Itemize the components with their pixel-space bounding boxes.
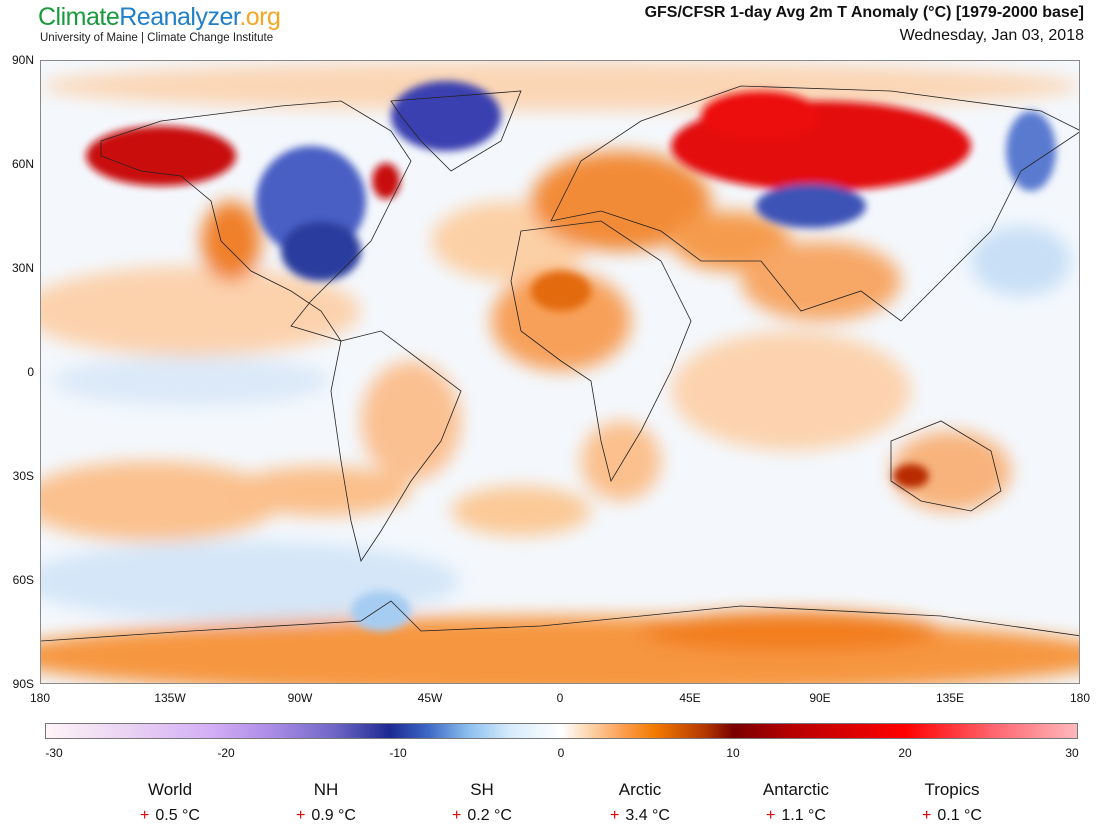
lat-label-0: 0 bbox=[27, 365, 34, 379]
hudson-hot bbox=[372, 163, 400, 199]
alaska-hot bbox=[86, 126, 236, 186]
stat-antarctic: Antarctic +1.1 °C bbox=[736, 780, 856, 825]
colorbar-tick: 0 bbox=[557, 746, 565, 760]
stat-value: +1.1 °C bbox=[736, 807, 856, 825]
colorbar-tick: -30 bbox=[45, 746, 63, 760]
colorbar-tick: 10 bbox=[726, 746, 740, 760]
central-asia-cold bbox=[756, 184, 866, 228]
stat-label: Antarctic bbox=[762, 780, 830, 799]
lon-label-135e: 135E bbox=[935, 691, 965, 705]
stat-value-text: 0.5 °C bbox=[155, 807, 200, 824]
stat-value-text: 3.4 °C bbox=[625, 807, 670, 824]
map-date: Wednesday, Jan 03, 2018 bbox=[899, 27, 1084, 44]
anomaly-field bbox=[41, 61, 1079, 683]
plus-sign: + bbox=[922, 807, 932, 824]
stat-label: Arctic bbox=[618, 780, 662, 799]
south-america-outline bbox=[330, 330, 462, 562]
lon-label-180w: 180 bbox=[29, 691, 51, 705]
stat-tropics: Tropics +0.1 °C bbox=[892, 780, 1012, 825]
lon-label-45e: 45E bbox=[679, 691, 701, 705]
south-pacific-warm-2 bbox=[231, 466, 411, 516]
china-warm bbox=[741, 241, 901, 321]
logo-subtitle: University of Maine | Climate Change Ins… bbox=[40, 32, 274, 44]
siberia-core bbox=[701, 91, 821, 141]
map-title: GFS/CFSR 1-day Avg 2m T Anomaly (°C) [19… bbox=[644, 4, 1084, 21]
equatorial-pacific-cool bbox=[51, 356, 331, 406]
stat-value: +0.5 °C bbox=[110, 807, 230, 825]
australia-hot bbox=[893, 464, 929, 488]
lon-label-135w: 135W bbox=[154, 691, 186, 705]
colorbar-tick: 20 bbox=[898, 746, 912, 760]
colorbar-tick: -10 bbox=[389, 746, 407, 760]
plus-sign: + bbox=[140, 807, 150, 824]
southern-africa-warm bbox=[581, 421, 661, 501]
east-siberia-cold bbox=[1006, 111, 1056, 191]
lon-label-45w: 45W bbox=[417, 691, 443, 705]
plus-sign: + bbox=[296, 807, 306, 824]
south-atlantic-cool bbox=[351, 591, 411, 631]
africa-warm bbox=[491, 271, 631, 371]
indian-ocean-warm bbox=[671, 331, 911, 451]
stat-value: +3.4 °C bbox=[580, 807, 700, 825]
stat-value: +0.1 °C bbox=[892, 807, 1012, 825]
colorbar-tick: 30 bbox=[1065, 746, 1079, 760]
stat-arctic: Arctic +3.4 °C bbox=[580, 780, 700, 825]
tropical-pacific-warm-band bbox=[41, 266, 361, 356]
logo-part-climate: Climate bbox=[38, 3, 120, 31]
stat-value: +0.2 °C bbox=[422, 807, 542, 825]
stat-value-text: 0.2 °C bbox=[467, 807, 512, 824]
temperature-anomaly-map bbox=[40, 60, 1080, 684]
eastern-us-cold bbox=[281, 221, 361, 281]
stat-value: +0.9 °C bbox=[266, 807, 386, 825]
australia-outline bbox=[890, 420, 1002, 512]
lat-label-60n: 60N bbox=[11, 157, 34, 171]
stat-label: World bbox=[147, 780, 193, 799]
coastlines bbox=[41, 85, 1079, 642]
lat-label-90s: 90S bbox=[12, 677, 34, 691]
lon-label-0: 0 bbox=[556, 691, 564, 705]
africa-outline bbox=[510, 220, 692, 483]
east-pacific-cool bbox=[971, 226, 1071, 296]
stat-nh: NH +0.9 °C bbox=[266, 780, 386, 825]
plus-sign: + bbox=[452, 807, 462, 824]
western-us-warm bbox=[201, 201, 261, 281]
arctic-warm bbox=[41, 61, 1079, 111]
stat-value-text: 1.1 °C bbox=[781, 807, 826, 824]
stat-value-text: 0.9 °C bbox=[311, 807, 356, 824]
stat-world: World +0.5 °C bbox=[110, 780, 230, 825]
lon-label-90e: 90E bbox=[809, 691, 831, 705]
australia-warm bbox=[891, 431, 1011, 511]
stat-label: NH bbox=[313, 780, 339, 799]
north-america-outline bbox=[100, 100, 412, 342]
eurasia-outline bbox=[550, 85, 1079, 322]
south-pacific-warm bbox=[41, 461, 281, 541]
europe-warm bbox=[531, 151, 711, 251]
plus-sign: + bbox=[610, 807, 620, 824]
color-scale-bar bbox=[45, 723, 1078, 739]
south-america-warm bbox=[361, 361, 461, 481]
antarctica-hot bbox=[641, 611, 941, 651]
greenland-outline bbox=[390, 90, 522, 172]
stat-value-text: 0.1 °C bbox=[937, 807, 982, 824]
logo-part-org: .org bbox=[239, 3, 281, 31]
stat-sh: SH +0.2 °C bbox=[422, 780, 542, 825]
lon-label-90w: 90W bbox=[287, 691, 313, 705]
stat-label: Tropics bbox=[924, 780, 980, 799]
colorbar-tick: -20 bbox=[217, 746, 235, 760]
greenland-cold bbox=[391, 81, 501, 151]
south-atlantic-warm bbox=[451, 486, 591, 536]
lat-label-30n: 30N bbox=[11, 261, 34, 275]
logo-part-reanalyzer: Reanalyzer bbox=[119, 3, 240, 31]
lon-label-180e: 180 bbox=[1069, 691, 1091, 705]
stat-label: SH bbox=[470, 780, 494, 799]
climate-reanalyzer-logo[interactable]: ClimateReanalyzer.org bbox=[38, 3, 281, 32]
north-africa-hot bbox=[531, 271, 591, 311]
lat-label-90n: 90N bbox=[11, 53, 34, 67]
antarctica-outline bbox=[41, 600, 1079, 642]
plus-sign: + bbox=[766, 807, 776, 824]
lat-label-60s: 60S bbox=[12, 573, 34, 587]
lat-label-30s: 30S bbox=[12, 469, 34, 483]
